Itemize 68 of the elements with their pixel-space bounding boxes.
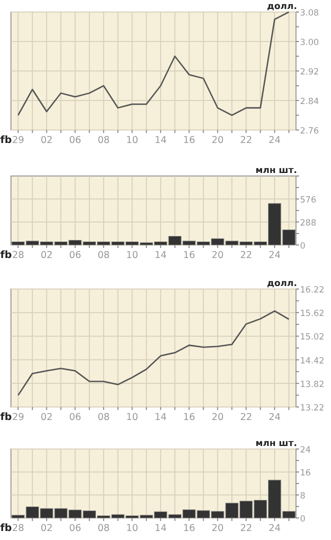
x-tick-label: 28 xyxy=(12,250,24,261)
x-axis-title: fb xyxy=(0,250,12,261)
x-tick-label: 20 xyxy=(212,412,224,423)
x-axis-title: fb xyxy=(0,135,12,146)
y-axis-title: долл. xyxy=(266,2,297,12)
y-tick-label: 0 xyxy=(300,514,306,524)
x-tick-label: 22 xyxy=(240,412,252,423)
y-tick-label: 2.84 xyxy=(300,97,319,107)
x-tick-label: 20 xyxy=(212,250,224,261)
y-tick-label: 24 xyxy=(300,446,311,456)
x-tick-label: 02 xyxy=(40,135,53,146)
y-tick-label: 3.00 xyxy=(300,38,319,48)
y-axis-title: млн шт. xyxy=(256,166,297,176)
x-tick-label: 08 xyxy=(98,135,110,146)
x-axis-title: fb xyxy=(0,412,12,423)
y-tick-label: 15.62 xyxy=(300,309,324,320)
x-tick-label: 08 xyxy=(98,412,110,423)
y-tick-label: 16 xyxy=(300,468,311,478)
x-tick-label: 06 xyxy=(69,523,82,534)
x-tick-label: 24 xyxy=(268,412,281,423)
x-tick-label: 20 xyxy=(212,135,224,146)
x-tick-label: 08 xyxy=(98,250,110,261)
x-tick-label: 28 xyxy=(12,523,24,534)
line-series xyxy=(17,310,290,396)
y-axis-title: млн шт. xyxy=(256,439,297,449)
x-axis-title: fb xyxy=(0,523,12,534)
y-tick-label: 16.22 xyxy=(300,286,324,296)
y-tick-label: 13.82 xyxy=(300,380,324,390)
y-tick-label: 2.76 xyxy=(300,126,319,136)
x-tick-label: 14 xyxy=(154,135,167,146)
x-tick-label: 14 xyxy=(154,523,167,534)
x-tick-label: 22 xyxy=(240,523,252,534)
x-tick-label: 16 xyxy=(183,412,196,423)
x-tick-label: 02 xyxy=(40,412,53,423)
x-tick-label: 10 xyxy=(126,135,138,146)
x-tick-label: 10 xyxy=(126,250,138,261)
x-tick-label: 29 xyxy=(12,412,24,423)
y-axis-title: долл. xyxy=(266,279,297,289)
x-tick-label: 16 xyxy=(183,523,196,534)
y-tick-label: 14.42 xyxy=(300,356,324,366)
y-tick-label: 288 xyxy=(300,218,316,228)
y-tick-label: 15.02 xyxy=(300,332,324,343)
y-tick-label: 576 xyxy=(300,196,316,206)
x-tick-label: 06 xyxy=(69,412,82,423)
y-tick-label: 3.08 xyxy=(300,8,319,18)
y-tick-label: 0 xyxy=(300,242,306,252)
line-series xyxy=(17,11,290,116)
y-tick-label: 8 xyxy=(300,492,306,502)
x-tick-label: 10 xyxy=(126,523,138,534)
x-tick-label: 14 xyxy=(154,250,167,261)
x-tick-label: 10 xyxy=(126,412,138,423)
x-tick-label: 24 xyxy=(268,250,281,261)
x-tick-label: 20 xyxy=(212,523,224,534)
x-tick-label: 22 xyxy=(240,250,252,261)
y-tick-label: 2.92 xyxy=(300,68,319,78)
x-tick-label: 29 xyxy=(12,135,24,146)
x-tick-label: 22 xyxy=(240,135,252,146)
x-tick-label: 16 xyxy=(183,135,196,146)
x-tick-label: 02 xyxy=(40,523,53,534)
x-tick-label: 24 xyxy=(268,523,281,534)
x-tick-label: 16 xyxy=(183,250,196,261)
x-tick-label: 14 xyxy=(154,412,167,423)
x-tick-label: 24 xyxy=(268,135,281,146)
y-tick-label: 13.22 xyxy=(300,404,324,414)
x-tick-label: 08 xyxy=(98,523,110,534)
x-tick-label: 06 xyxy=(69,250,82,261)
x-tick-label: 06 xyxy=(69,135,82,146)
x-tick-label: 02 xyxy=(40,250,53,261)
